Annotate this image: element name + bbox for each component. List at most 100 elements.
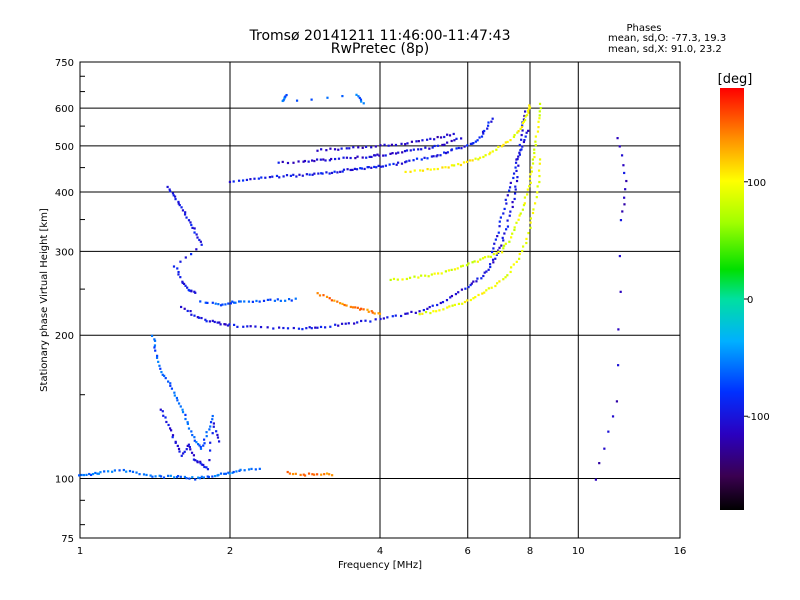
data-point <box>491 258 495 261</box>
data-point <box>196 316 199 319</box>
data-point <box>211 418 214 421</box>
data-point <box>229 302 232 305</box>
data-point <box>340 322 344 325</box>
data-point <box>529 226 532 229</box>
data-point <box>479 258 482 261</box>
data-point <box>623 171 626 175</box>
y-axis: 75 100 200 300 400 500 600 750 <box>55 58 85 545</box>
data-point <box>160 370 163 374</box>
data-point <box>420 148 423 151</box>
chart-title: Tromsø 20141211 11:46:00-11:47:43 <box>249 28 511 44</box>
data-point <box>171 192 175 195</box>
data-point <box>476 277 479 280</box>
data-point <box>489 265 492 269</box>
data-point <box>483 271 486 274</box>
data-point <box>442 308 445 311</box>
data-point <box>165 420 168 424</box>
data-point <box>410 140 414 143</box>
data-point <box>503 207 506 211</box>
data-point <box>617 364 620 367</box>
data-point <box>432 155 435 158</box>
data-point <box>429 137 432 140</box>
data-point <box>181 411 185 414</box>
data-point <box>122 468 125 472</box>
data-point <box>518 143 521 147</box>
data-point <box>316 473 319 476</box>
data-point <box>285 93 288 97</box>
data-point <box>325 171 328 174</box>
data-point <box>439 136 443 139</box>
data-point <box>618 145 621 148</box>
data-point <box>204 301 207 304</box>
data-point <box>177 402 181 405</box>
data-point <box>436 167 439 171</box>
data-point <box>297 327 301 330</box>
data-point <box>223 472 226 475</box>
data-point <box>483 291 486 294</box>
data-point <box>421 312 424 315</box>
data-point <box>199 300 202 303</box>
data-point <box>488 153 491 156</box>
data-point <box>313 473 316 476</box>
data-point <box>172 265 176 268</box>
data-point <box>345 147 348 150</box>
data-point <box>523 119 527 122</box>
data-point <box>359 98 363 101</box>
data-point <box>481 292 484 295</box>
data-point <box>444 152 448 155</box>
data-point <box>218 321 221 324</box>
data-point <box>362 308 365 311</box>
data-point <box>194 459 197 462</box>
data-point <box>494 257 497 260</box>
data-point <box>149 474 152 477</box>
data-point <box>520 125 524 129</box>
data-point <box>520 148 523 151</box>
data-point <box>511 205 514 209</box>
data-point <box>328 473 331 476</box>
data-point <box>190 430 193 433</box>
data-point <box>495 148 498 151</box>
data-point <box>449 296 452 299</box>
data-point <box>264 176 267 179</box>
data-point <box>135 471 138 474</box>
data-point <box>376 153 379 156</box>
data-point <box>187 427 191 430</box>
data-point <box>443 151 446 154</box>
data-point <box>195 248 198 251</box>
data-point <box>271 175 274 178</box>
data-point <box>328 172 331 175</box>
data-point <box>526 114 529 117</box>
data-point <box>424 274 427 277</box>
data-point <box>426 157 429 160</box>
data-point <box>184 211 187 214</box>
data-point <box>344 322 347 325</box>
data-point <box>224 303 227 306</box>
data-point <box>185 216 188 219</box>
data-point <box>284 299 287 302</box>
data-point <box>311 159 314 162</box>
data-point <box>193 231 196 234</box>
data-point <box>487 121 490 124</box>
data-point <box>532 208 535 211</box>
data-point <box>461 264 465 267</box>
data-point <box>279 299 282 302</box>
data-point <box>460 147 463 150</box>
data-point <box>360 307 363 310</box>
data-point <box>395 163 398 166</box>
data-point <box>521 121 524 125</box>
data-point <box>174 198 177 201</box>
data-point <box>450 148 454 151</box>
data-point <box>426 167 429 171</box>
data-point <box>508 189 511 192</box>
data-point <box>480 135 484 138</box>
data-point <box>287 298 291 301</box>
data-point <box>246 325 249 328</box>
data-point <box>314 326 317 329</box>
data-point <box>611 415 615 418</box>
data-point <box>467 262 470 265</box>
data-point <box>185 448 188 451</box>
data-point <box>622 164 625 167</box>
data-point <box>487 255 490 258</box>
data-point <box>199 462 202 465</box>
data-point <box>361 156 364 159</box>
